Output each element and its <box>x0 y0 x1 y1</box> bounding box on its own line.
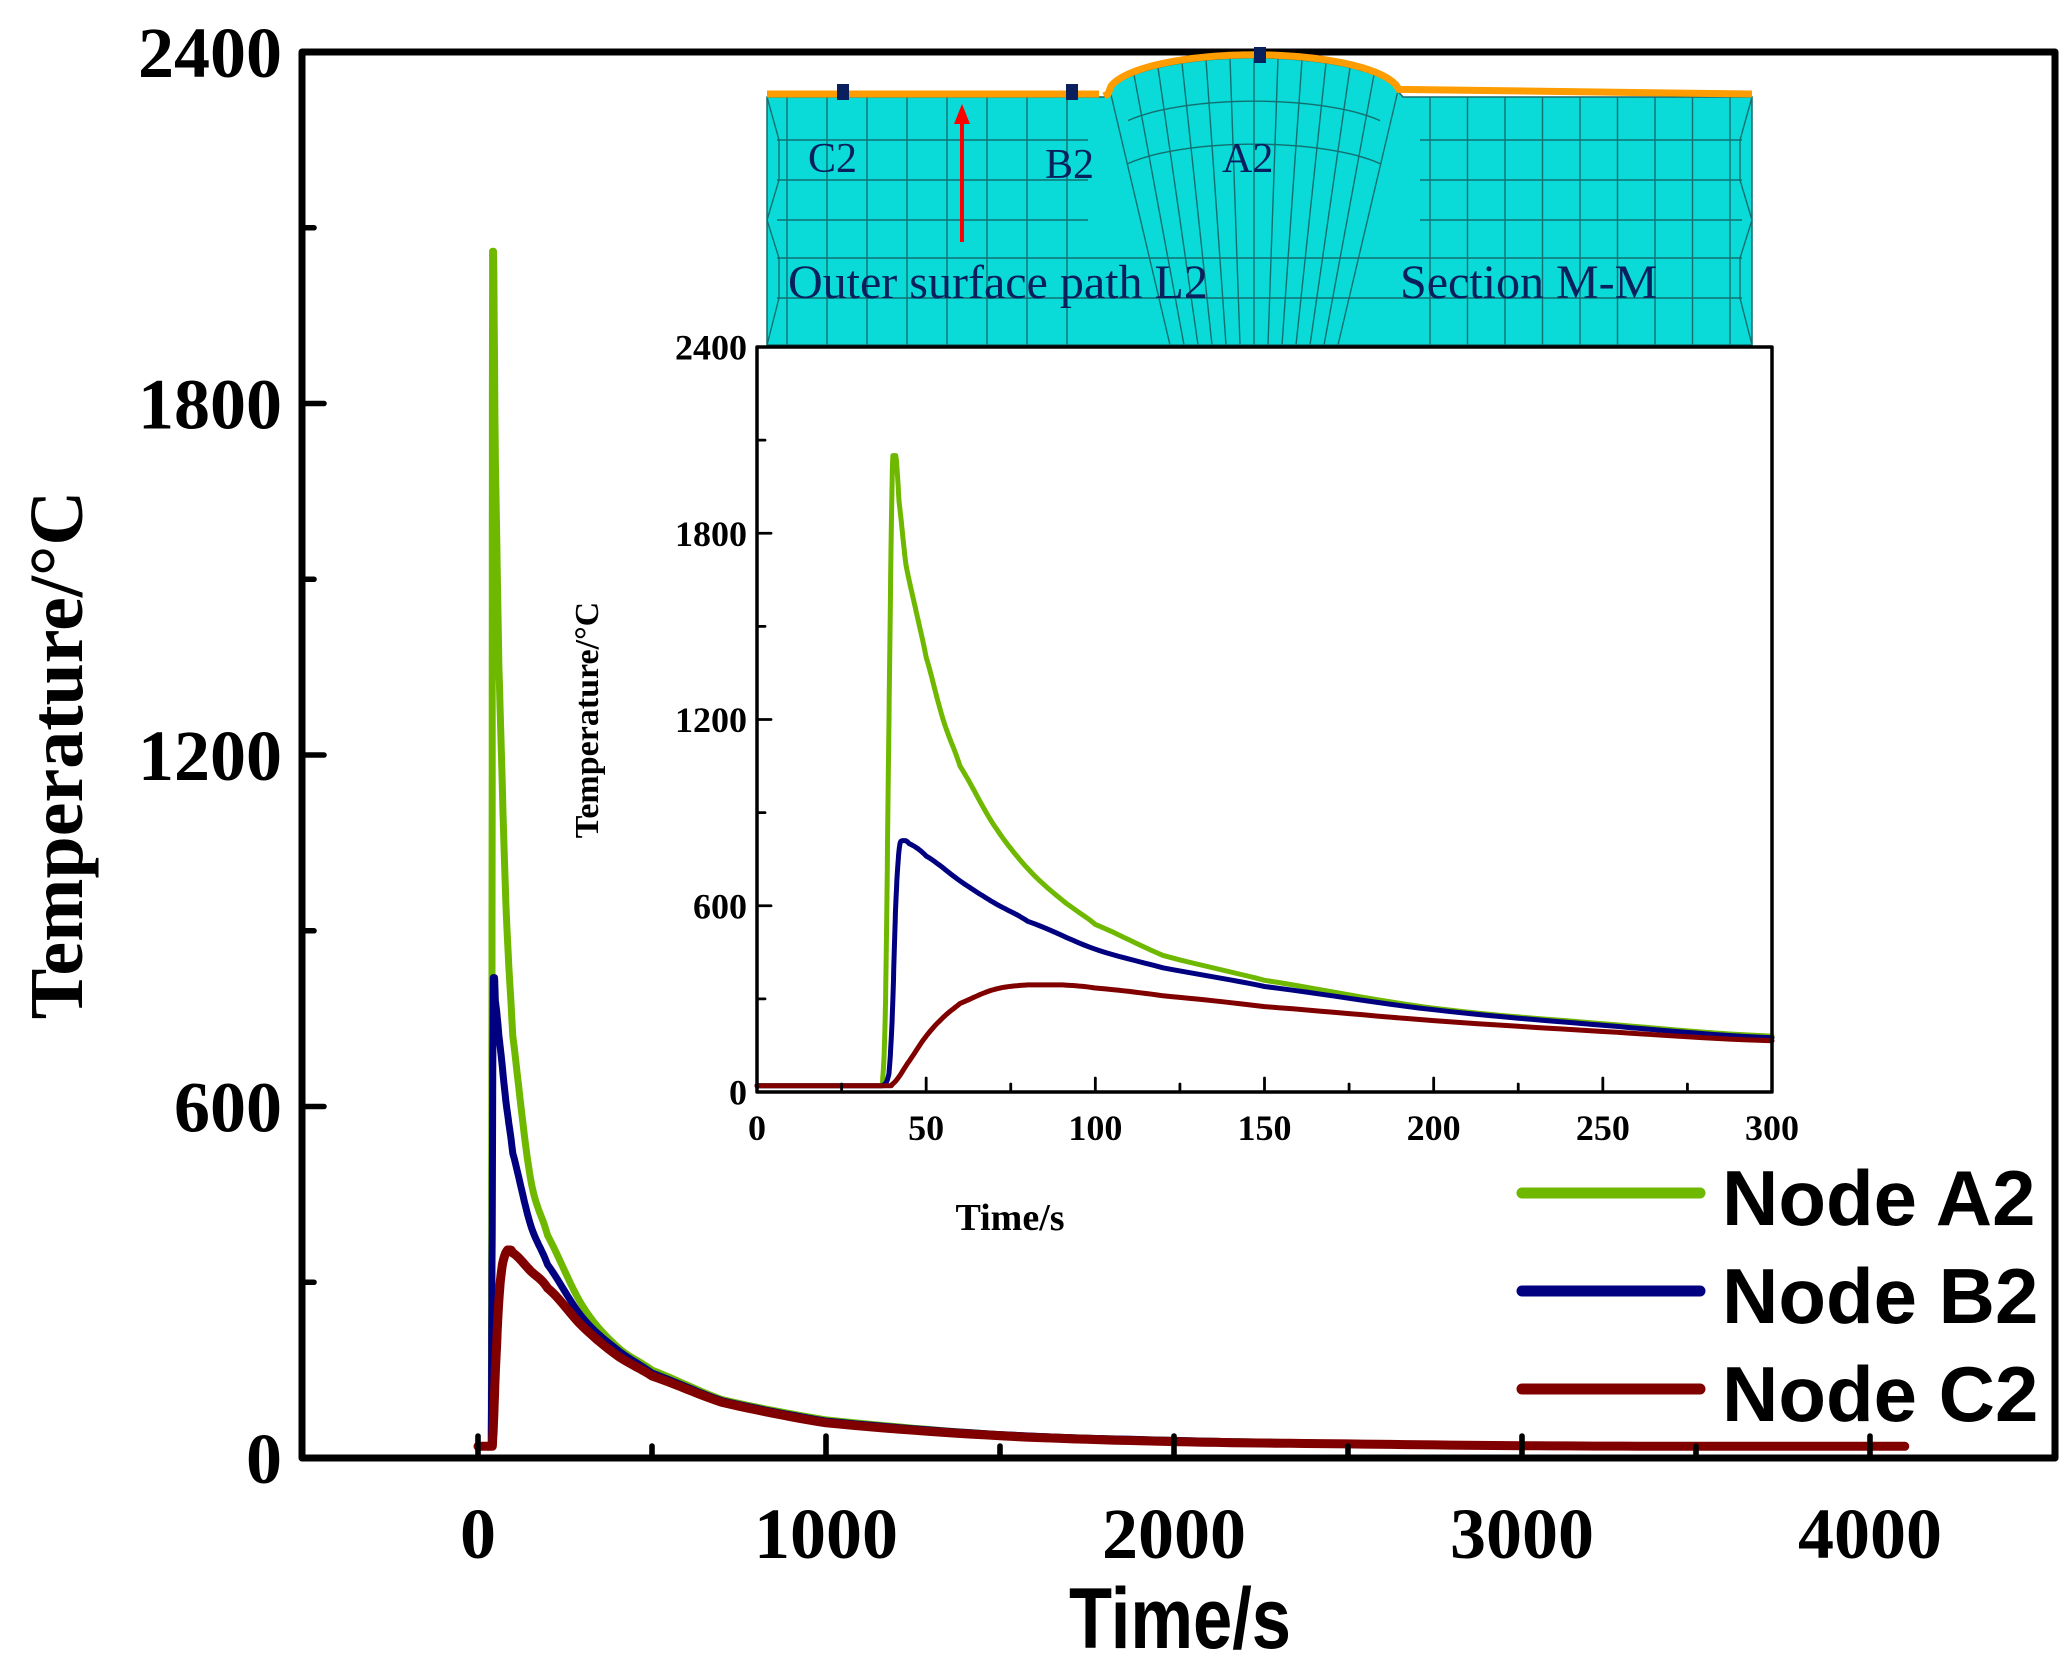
main-ytick-label: 600 <box>174 1068 282 1148</box>
arrow-head-icon <box>954 104 970 124</box>
node-marker-c2 <box>837 84 849 100</box>
legend-label-1: Node A2 <box>1722 1154 2036 1242</box>
legend-label-3: Node C2 <box>1722 1350 2038 1438</box>
inset-axes-frame: 0 600 1200 1800 2400 0 50 100 150 200 250 300 <box>675 328 1799 1148</box>
mesh-grid <box>766 57 1753 346</box>
inset-xlabel: Time/s <box>955 1197 1064 1239</box>
mesh-line <box>1323 74 1375 346</box>
main-ytick-label: 1200 <box>138 716 282 796</box>
legend: Node A2 Node B2 Node C2 <box>1516 1154 2038 1438</box>
inset-xtick-label: 100 <box>1068 1108 1122 1148</box>
path-label: Outer surface path L2 <box>788 256 1208 309</box>
mesh-diagram: C2 B2 A2 Outer surface path L2 Section M-M <box>766 47 1753 346</box>
inset-xtick-label: 0 <box>748 1108 766 1148</box>
inset-ytick-label: 0 <box>729 1073 747 1113</box>
mesh-line <box>1309 67 1351 346</box>
inset-xtick-label: 300 <box>1745 1108 1799 1148</box>
mesh-line <box>1267 58 1279 346</box>
mesh-line <box>1229 58 1241 346</box>
main-xtick-label: 2000 <box>1102 1494 1246 1574</box>
inset-ytick-label: 600 <box>693 886 747 926</box>
node-label-a2: A2 <box>1222 136 1273 182</box>
inset-series-node-c2 <box>754 982 1775 1089</box>
node-label-b2: B2 <box>1045 142 1094 188</box>
inset-xtick-label: 250 <box>1576 1108 1630 1148</box>
inset-ytick-label: 1800 <box>675 514 747 554</box>
main-ytick-label: 2400 <box>138 13 282 93</box>
mesh-line <box>1127 100 1381 122</box>
main-xtick-label: 4000 <box>1798 1494 1942 1574</box>
main-ytick-label: 1800 <box>138 365 282 445</box>
main-series-node-c2 <box>473 1245 1910 1451</box>
main-xtick-label: 3000 <box>1450 1494 1594 1574</box>
inset-xtick-label: 50 <box>908 1108 944 1148</box>
section-label: Section M-M <box>1400 256 1657 309</box>
mesh-line <box>1739 96 1753 346</box>
main-ytick-label: 0 <box>246 1419 282 1499</box>
main-frame-rect <box>298 48 2059 1462</box>
inset-plot-area <box>757 347 1772 1092</box>
mesh-line <box>1337 90 1399 346</box>
inset-series-node-a2 <box>754 453 1775 1089</box>
inset-series-node-b2 <box>754 838 1775 1089</box>
mesh-line <box>1157 67 1199 346</box>
inset-ytick-label: 2400 <box>675 328 747 368</box>
main-ylabel: Temperature/°C <box>15 491 99 1020</box>
node-label-c2: C2 <box>808 136 857 182</box>
inset-ylabel: Temperature/°C <box>569 602 606 838</box>
legend-label-2: Node B2 <box>1722 1252 2038 1340</box>
node-marker-b2 <box>1066 84 1078 100</box>
inset-xtick-label: 200 <box>1407 1108 1461 1148</box>
mesh-line <box>1133 74 1185 346</box>
inset-xtick-label: 150 <box>1238 1108 1292 1148</box>
node-marker-a2 <box>1254 47 1266 63</box>
inset-ytick-label: 1200 <box>675 700 747 740</box>
mesh-line <box>1127 143 1381 165</box>
main-xtick-label: 0 <box>460 1494 496 1574</box>
outer-surface-path <box>1102 51 1753 100</box>
mesh-line <box>766 96 780 346</box>
inset-plot: 0 600 1200 1800 2400 0 50 100 150 200 250 300 Time/s… <box>569 328 1799 1239</box>
main-xlabel: Time/s <box>1069 1570 1291 1666</box>
mesh-line <box>1109 90 1171 346</box>
main-xtick-label: 1000 <box>754 1494 898 1574</box>
